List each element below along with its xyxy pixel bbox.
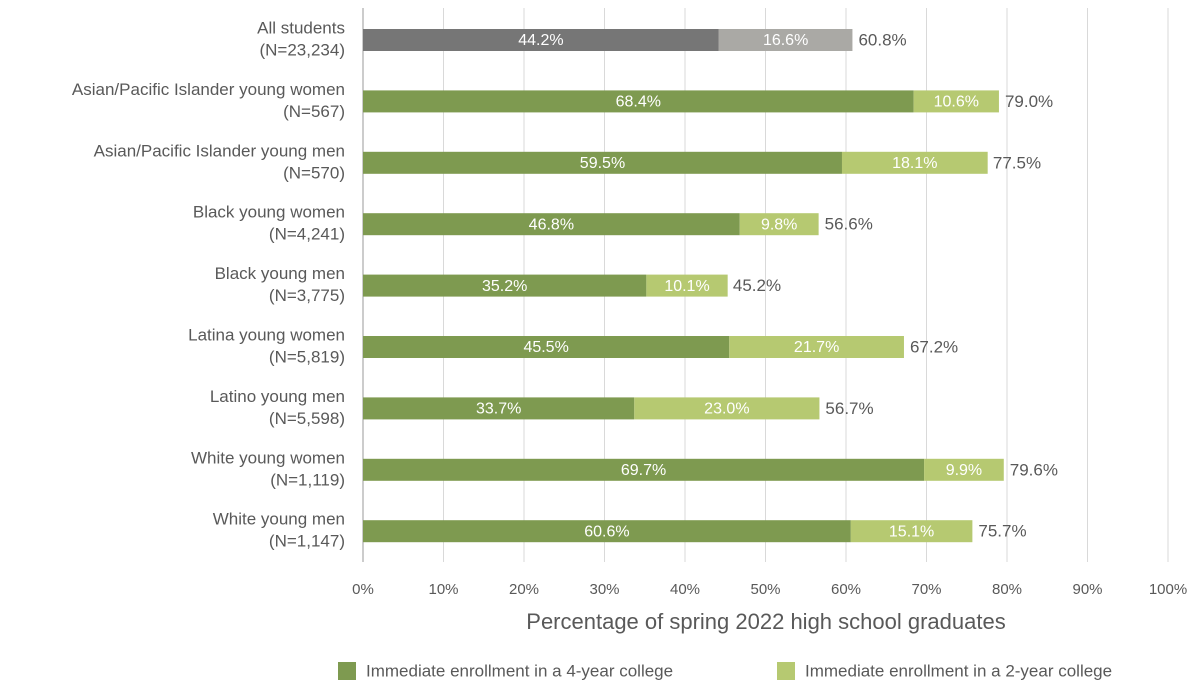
total-label: 77.5%	[993, 153, 1041, 172]
bar-value-label: 68.4%	[616, 94, 661, 111]
x-tick-label: 50%	[750, 581, 780, 598]
bar-segment	[363, 29, 719, 51]
total-label: 75.7%	[978, 522, 1026, 541]
category-label: Black young men	[215, 264, 345, 283]
category-label: (N=5,598)	[269, 409, 345, 428]
x-axis-label: Percentage of spring 2022 high school gr…	[526, 609, 1005, 634]
category-label: (N=570)	[283, 163, 345, 182]
category-label: (N=1,119)	[270, 470, 345, 489]
bar-value-label: 16.6%	[763, 32, 808, 49]
bar-segment	[718, 29, 853, 51]
bar-value-label: 69.7%	[621, 462, 666, 479]
bar-segment	[363, 90, 914, 113]
bar-value-label: 10.1%	[664, 278, 709, 295]
category-label: White young men	[213, 510, 345, 529]
bar-value-label: 45.5%	[523, 339, 568, 356]
legend-swatch	[338, 662, 356, 680]
bar-segment	[841, 151, 988, 174]
bar-value-label: 23.0%	[704, 401, 749, 418]
total-label: 56.7%	[825, 399, 873, 418]
legend-label: Immediate enrollment in a 4-year college	[366, 661, 673, 680]
bar-segment	[363, 274, 647, 297]
x-tick-label: 30%	[589, 581, 619, 598]
total-label: 45.2%	[733, 276, 781, 295]
bar-value-label: 15.1%	[889, 523, 934, 540]
category-label: (N=5,819)	[269, 347, 345, 366]
x-tick-label: 90%	[1072, 581, 1102, 598]
category-label: (N=3,775)	[269, 286, 345, 305]
bar-value-label: 9.8%	[761, 216, 797, 233]
category-label: White young women	[191, 448, 345, 467]
bar-value-label: 21.7%	[794, 339, 839, 356]
category-label: (N=567)	[283, 102, 345, 121]
bar-value-label: 18.1%	[892, 155, 937, 172]
bar-segment	[850, 520, 973, 543]
x-tick-label: 80%	[992, 581, 1022, 598]
bar-segment	[634, 397, 820, 420]
total-label: 79.6%	[1010, 460, 1058, 479]
total-label: 60.8%	[858, 30, 906, 49]
x-tick-label: 10%	[428, 581, 458, 598]
category-label: Asian/Pacific Islander young men	[94, 141, 345, 160]
category-label: (N=1,147)	[269, 532, 345, 551]
bar-value-label: 59.5%	[580, 155, 625, 172]
bar-value-label: 35.2%	[482, 278, 527, 295]
bar-value-label: 33.7%	[476, 401, 521, 418]
x-tick-label: 40%	[670, 581, 700, 598]
x-tick-label: 100%	[1149, 581, 1187, 598]
bar-segment	[363, 151, 842, 174]
category-label: Latina young women	[188, 325, 345, 344]
bar-segment	[739, 213, 819, 236]
bar-value-label: 46.8%	[529, 216, 574, 233]
bar-value-label: 44.2%	[518, 32, 563, 49]
bar-segment	[646, 274, 728, 297]
bar-segment	[363, 458, 925, 481]
bar-segment	[363, 213, 740, 236]
bar-segment	[924, 458, 1004, 481]
category-label: (N=4,241)	[269, 225, 345, 244]
bar-value-label: 10.6%	[934, 94, 979, 111]
bar-value-label: 60.6%	[584, 523, 629, 540]
x-tick-label: 20%	[509, 581, 539, 598]
category-label: Asian/Pacific Islander young women	[72, 80, 345, 99]
legend-swatch	[777, 662, 795, 680]
category-label: Black young women	[193, 203, 345, 222]
x-tick-label: 70%	[911, 581, 941, 598]
bar-segment	[363, 336, 730, 358]
total-label: 79.0%	[1005, 92, 1053, 111]
bar-segment	[729, 336, 904, 358]
bar-segment	[363, 520, 851, 543]
category-label: (N=23,234)	[259, 40, 345, 59]
bar-segment	[363, 397, 635, 420]
category-label: All students	[257, 18, 345, 37]
total-label: 56.6%	[825, 215, 873, 234]
legend-label: Immediate enrollment in a 2-year college	[805, 661, 1112, 680]
x-tick-label: 60%	[831, 581, 861, 598]
category-label: Latino young men	[210, 387, 345, 406]
x-tick-label: 0%	[352, 581, 374, 598]
total-label: 67.2%	[910, 337, 958, 356]
bar-value-label: 9.9%	[946, 462, 982, 479]
bar-segment	[913, 90, 999, 113]
